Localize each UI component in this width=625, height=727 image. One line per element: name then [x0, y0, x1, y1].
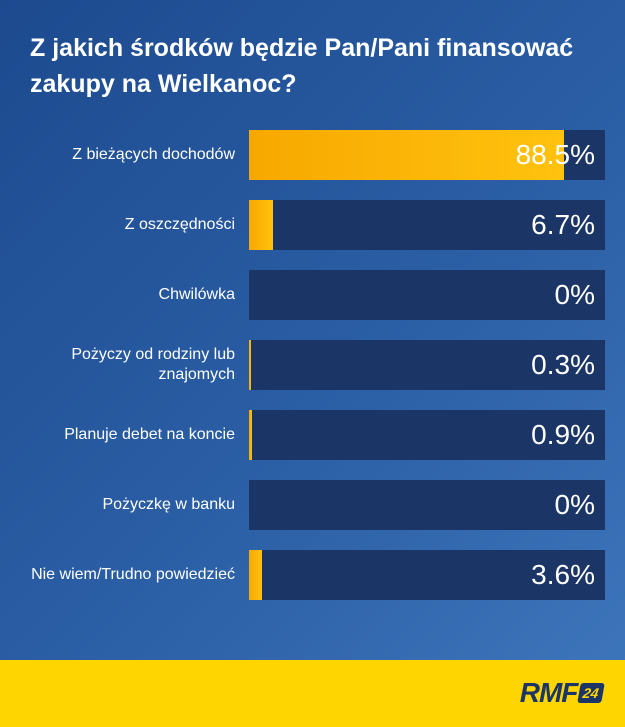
bar-track: 0%: [249, 270, 605, 320]
bar-track: 0.9%: [249, 410, 605, 460]
category-label: Planuje debet na koncie: [64, 426, 235, 443]
logo-text: RMF: [519, 677, 579, 708]
bar: [249, 340, 251, 390]
bar-row: Chwilówka 0%: [0, 270, 625, 320]
rmf24-logo: RMF 24: [519, 677, 605, 708]
category-label: Z oszczędności: [124, 216, 235, 233]
bar-row: Pożyczy od rodziny lub znajomych 0.3%: [0, 340, 625, 390]
bar-row: Planuje debet na koncie 0.9%: [0, 410, 625, 460]
value-label: 0%: [554, 489, 595, 520]
category-label: Z bieżących dochodów: [72, 146, 235, 163]
category-label: Chwilówka: [158, 286, 235, 303]
bar: [249, 550, 262, 600]
bar-track: 6.7%: [249, 200, 605, 250]
category-label: Nie wiem/Trudno powiedzieć: [31, 566, 235, 583]
value-label: 3.6%: [531, 559, 595, 590]
chart-title: Z jakich środków będzie Pan/Pani finanso…: [30, 34, 574, 98]
bar: [249, 410, 253, 460]
value-label: 0%: [554, 279, 595, 310]
bar-track: 0.3%: [249, 340, 605, 390]
bar-row: Pożyczkę w banku 0%: [0, 480, 625, 530]
value-label: 0.3%: [531, 349, 595, 380]
bar: [249, 130, 565, 180]
bar-row: Z bieżących dochodów 88.5%: [0, 130, 625, 180]
category-label: Pożyczkę w banku: [102, 496, 235, 513]
bar-row: Z oszczędności 6.7%: [0, 200, 625, 250]
bar-track: 0%: [249, 480, 605, 530]
bar-row: Nie wiem/Trudno powiedzieć 3.6%: [0, 550, 625, 600]
value-label: 6.7%: [531, 209, 595, 240]
footer-bar: RMF 24: [0, 660, 625, 727]
logo-badge: 24: [577, 683, 605, 703]
category-label: Pożyczy od rodziny lub znajomych: [71, 346, 235, 383]
bar-track: 88.5%: [249, 130, 605, 180]
bar: [249, 200, 273, 250]
bar-track: 3.6%: [249, 550, 605, 600]
value-label: 88.5%: [515, 139, 595, 170]
value-label: 0.9%: [531, 419, 595, 450]
